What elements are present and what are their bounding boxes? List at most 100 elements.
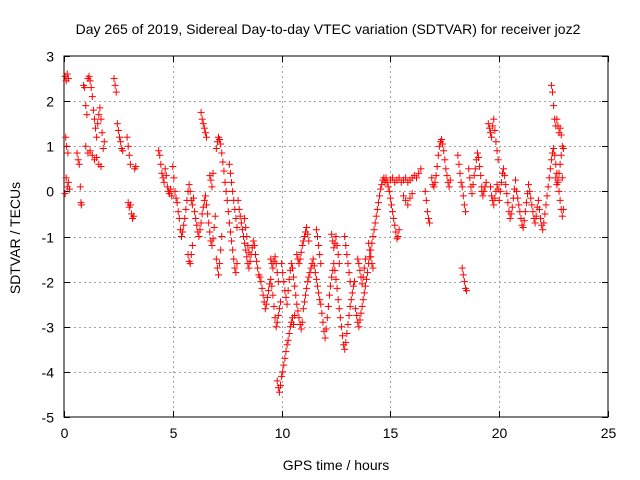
data-point [130,212,138,220]
data-point [507,210,515,218]
data-point [269,291,277,299]
data-point [291,311,299,319]
data-point [508,203,516,211]
data-point [303,284,311,292]
data-point [280,361,288,369]
data-point [387,201,395,209]
data-point [366,246,374,254]
data-point [440,147,448,155]
data-point [208,183,216,191]
data-point [243,233,251,240]
data-point [283,300,291,308]
data-point [180,221,188,229]
data-point [555,187,563,195]
data-point [339,332,347,340]
data-point [332,233,340,240]
data-point [364,269,372,277]
data-point [458,264,466,272]
x-tick-label: 5 [170,425,178,441]
data-point [490,115,498,123]
data-point [501,172,509,180]
data-point [218,233,226,240]
data-point [460,278,468,286]
chart-title: Day 265 of 2019, Sidereal Day-to-day VTE… [76,21,581,37]
data-point [290,320,298,328]
data-point [196,226,204,234]
data-point [368,260,376,268]
data-point [61,190,69,198]
data-point [545,174,553,182]
data-point [459,271,467,279]
data-point [333,284,341,292]
data-point [185,181,193,189]
data-point [528,201,536,209]
data-point [394,233,402,240]
data-point [186,260,194,268]
x-tick-label: 15 [383,425,399,441]
data-point [229,187,237,195]
data-point [206,228,214,236]
data-point [316,296,324,304]
data-point [280,278,288,286]
data-point [549,88,557,96]
data-point [213,264,221,272]
data-point [258,284,266,292]
data-point [113,120,121,128]
data-point [217,246,225,254]
data-point [278,260,286,268]
data-point [337,323,345,331]
data-point [319,318,327,326]
data-point [209,235,217,243]
data-point [468,190,476,198]
data-point [90,115,98,123]
data-point [476,163,484,171]
data-point [315,242,323,250]
data-point [93,154,101,162]
data-point [502,181,510,189]
data-point [558,174,566,182]
data-point [522,199,530,207]
data-point [443,172,451,180]
data-point [297,325,305,333]
data-point [442,165,450,173]
data-point [417,165,425,173]
data-point [188,242,196,250]
data-point [482,178,490,186]
data-point [305,273,313,281]
data-point [254,264,262,272]
data-point [81,84,89,92]
data-point [75,160,83,168]
data-point [321,334,329,342]
data-point [173,199,181,207]
data-point [304,230,312,238]
data-point [171,187,179,195]
data-point [465,165,473,173]
data-point [458,183,466,191]
data-point [553,181,561,189]
data-point [198,115,206,123]
data-point [100,138,108,146]
data-point [489,122,497,130]
data-point [253,257,261,265]
data-point [358,302,366,310]
data-point [314,282,322,290]
data-point [345,269,353,277]
data-point [298,318,306,326]
data-point [245,264,253,272]
data-point [168,192,176,200]
data-point [374,199,382,207]
data-point [336,314,344,322]
data-point [284,336,292,344]
data-point [85,72,93,80]
data-point [156,151,164,159]
data-point [515,201,523,209]
data-point [279,269,287,277]
data-point [242,223,250,231]
data-point [259,291,267,299]
data-point [192,214,200,222]
data-point [312,275,320,283]
data-point [457,178,465,186]
data-point [256,273,264,281]
data-point [64,149,72,157]
data-point [170,174,178,182]
